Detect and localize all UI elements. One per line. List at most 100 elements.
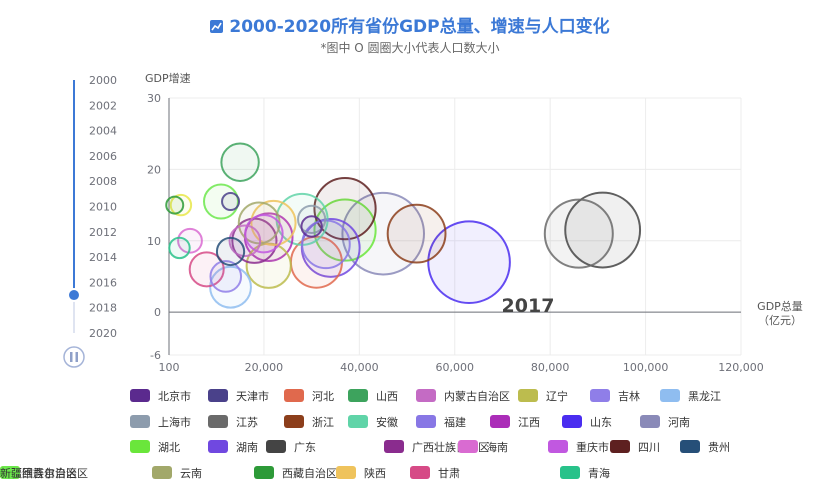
legend-swatch[interactable] (562, 415, 582, 428)
legend-swatch[interactable] (336, 466, 356, 479)
timeline-year-label[interactable]: 2000 (89, 74, 117, 87)
legend-swatch[interactable] (410, 466, 430, 479)
legend-label[interactable]: 陕西 (364, 466, 386, 480)
legend-label[interactable]: 浙江 (312, 416, 334, 429)
legend-label[interactable]: 江西 (518, 416, 540, 429)
legend-label[interactable]: 江苏 (236, 416, 258, 429)
chart-header: 2000-2020所有省份GDP总量、增速与人口变化 *图中 O 圆圈大小代表人… (0, 12, 820, 56)
timeline-year-label[interactable]: 2012 (89, 226, 117, 239)
bubble-point[interactable] (543, 198, 614, 269)
legend-swatch[interactable] (284, 415, 304, 428)
legend-swatch[interactable] (610, 440, 630, 453)
bubble-point[interactable] (564, 191, 642, 269)
bubble-point[interactable] (300, 215, 323, 238)
bubble-point[interactable] (386, 203, 447, 264)
legend-swatch[interactable] (130, 440, 150, 453)
legend-label[interactable]: 贵州 (708, 441, 730, 454)
timeline-handle[interactable] (67, 288, 81, 303)
legend-label[interactable]: 黑龙江 (688, 390, 721, 403)
timeline-year-label[interactable]: 2008 (89, 175, 117, 188)
pause-button[interactable] (63, 346, 85, 368)
legend-label[interactable]: 青海 (588, 466, 610, 480)
legend-swatch[interactable] (384, 440, 404, 453)
legend-swatch[interactable] (130, 415, 150, 428)
legend-swatch[interactable] (490, 415, 510, 428)
legend-swatch[interactable] (130, 389, 150, 402)
legend-label[interactable]: 辽宁 (546, 389, 568, 403)
legend-label[interactable]: 内蒙古自治区 (444, 389, 510, 403)
legend-label[interactable]: 新疆维吾尔自治区 (0, 466, 88, 480)
current-year-label: 2017 (502, 295, 555, 317)
chart-title: 2000-2020所有省份GDP总量、增速与人口变化 (0, 12, 820, 37)
timeline-year-label[interactable]: 2002 (89, 99, 117, 112)
bubble-point[interactable] (177, 227, 203, 254)
bubble-point[interactable] (427, 220, 511, 304)
timeline-year-label[interactable]: 2004 (89, 125, 117, 138)
legend-swatch[interactable] (208, 389, 228, 402)
legend-swatch[interactable] (590, 389, 610, 402)
legend-label[interactable]: 湖北 (158, 441, 180, 454)
legend-swatch[interactable] (548, 440, 568, 453)
legend-label[interactable]: 安徽 (376, 415, 398, 429)
bubble-point[interactable] (221, 192, 241, 212)
legend-label[interactable]: 山东 (590, 416, 612, 429)
legend-swatch[interactable] (284, 389, 304, 402)
legend-label[interactable]: 西藏自治区 (282, 466, 337, 480)
bubble-point[interactable] (250, 199, 297, 247)
bubble-point[interactable] (169, 193, 193, 217)
timeline-year-label[interactable]: 2016 (89, 276, 117, 289)
y-tick-label: 0 (154, 306, 161, 319)
legend-label[interactable]: 吉林 (618, 389, 640, 403)
legend-swatch[interactable] (518, 389, 538, 402)
legend-label[interactable]: 福建 (444, 415, 466, 429)
bubble-point[interactable] (313, 177, 377, 241)
legend-swatch[interactable] (660, 389, 680, 402)
legend-label[interactable]: 山西 (376, 390, 398, 403)
legend-label[interactable]: 河南 (668, 416, 690, 429)
bubble-point[interactable] (297, 204, 327, 234)
timeline-year-label[interactable]: 2010 (89, 201, 117, 214)
legend-swatch[interactable] (348, 415, 368, 428)
x-tick-label: 100,000 (623, 361, 669, 374)
legend-swatch[interactable] (416, 389, 436, 402)
legend-swatch[interactable] (640, 415, 660, 428)
bubble-point[interactable] (244, 213, 284, 254)
legend-swatch[interactable] (208, 415, 228, 428)
legend-swatch[interactable] (208, 440, 228, 453)
bubble-point[interactable] (168, 236, 191, 260)
bubble-point[interactable] (188, 251, 225, 288)
legend-label[interactable]: 海南 (486, 440, 508, 454)
timeline-year-label[interactable]: 2018 (89, 302, 117, 315)
legend-label[interactable]: 上海市 (158, 415, 191, 429)
legend-label[interactable]: 北京市 (158, 389, 191, 403)
bubble-point[interactable] (228, 224, 262, 258)
legend-label[interactable]: 甘肃 (438, 467, 460, 480)
legend-swatch[interactable] (152, 466, 172, 479)
legend-label[interactable]: 广东 (294, 441, 316, 454)
legend-swatch[interactable] (0, 466, 20, 479)
x-tick-label: 80,000 (531, 361, 570, 374)
legend-label[interactable]: 四川 (638, 441, 660, 454)
bubble-point[interactable] (220, 142, 260, 182)
legend-swatch[interactable] (680, 440, 700, 453)
legend-label[interactable]: 重庆市 (576, 440, 609, 454)
y-tick-label: -6 (150, 349, 161, 362)
legend-swatch[interactable] (416, 415, 436, 428)
legend-label[interactable]: 湖南 (236, 441, 258, 454)
timeline-year-label[interactable]: 2020 (89, 327, 117, 340)
legend-label[interactable]: 河北 (312, 390, 334, 403)
timeline-year-label[interactable]: 2014 (89, 251, 117, 264)
legend-swatch[interactable] (560, 466, 580, 479)
legend-label[interactable]: 天津市 (236, 389, 269, 403)
legend-label[interactable]: 云南 (180, 467, 202, 480)
x-tick-label: 100 (159, 361, 180, 374)
bubble-point[interactable] (165, 195, 185, 215)
legend-swatch[interactable] (266, 440, 286, 453)
bubble-point[interactable] (215, 236, 246, 267)
bubble-point[interactable] (209, 260, 243, 293)
timeline-year-label[interactable]: 2006 (89, 150, 117, 163)
legend-swatch[interactable] (458, 440, 478, 453)
legend-swatch[interactable] (348, 389, 368, 402)
legend-swatch[interactable] (254, 466, 274, 479)
